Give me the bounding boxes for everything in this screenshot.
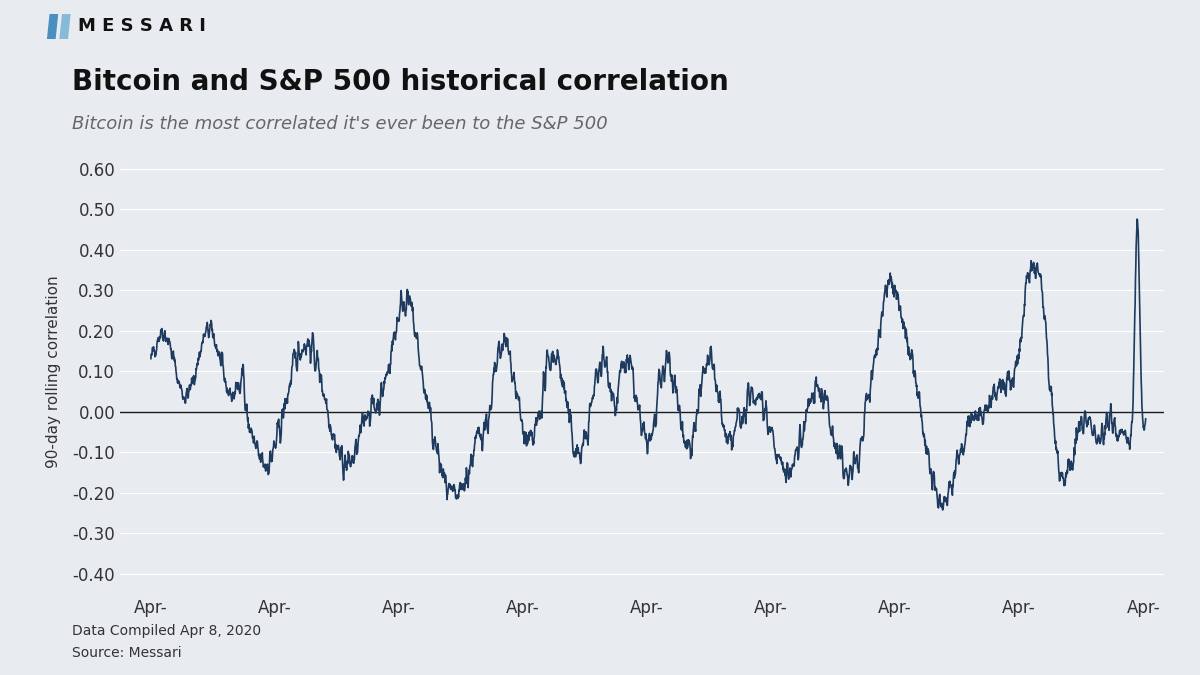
Polygon shape xyxy=(59,14,71,39)
Text: M E S S A R I: M E S S A R I xyxy=(78,17,206,35)
Text: Bitcoin and S&P 500 historical correlation: Bitcoin and S&P 500 historical correlati… xyxy=(72,68,728,95)
Y-axis label: 90-day rolling correlation: 90-day rolling correlation xyxy=(47,275,61,468)
Polygon shape xyxy=(47,14,59,39)
Text: Bitcoin is the most correlated it's ever been to the S&P 500: Bitcoin is the most correlated it's ever… xyxy=(72,115,607,133)
Text: Data Compiled Apr 8, 2020: Data Compiled Apr 8, 2020 xyxy=(72,624,262,638)
Text: Source: Messari: Source: Messari xyxy=(72,646,181,660)
